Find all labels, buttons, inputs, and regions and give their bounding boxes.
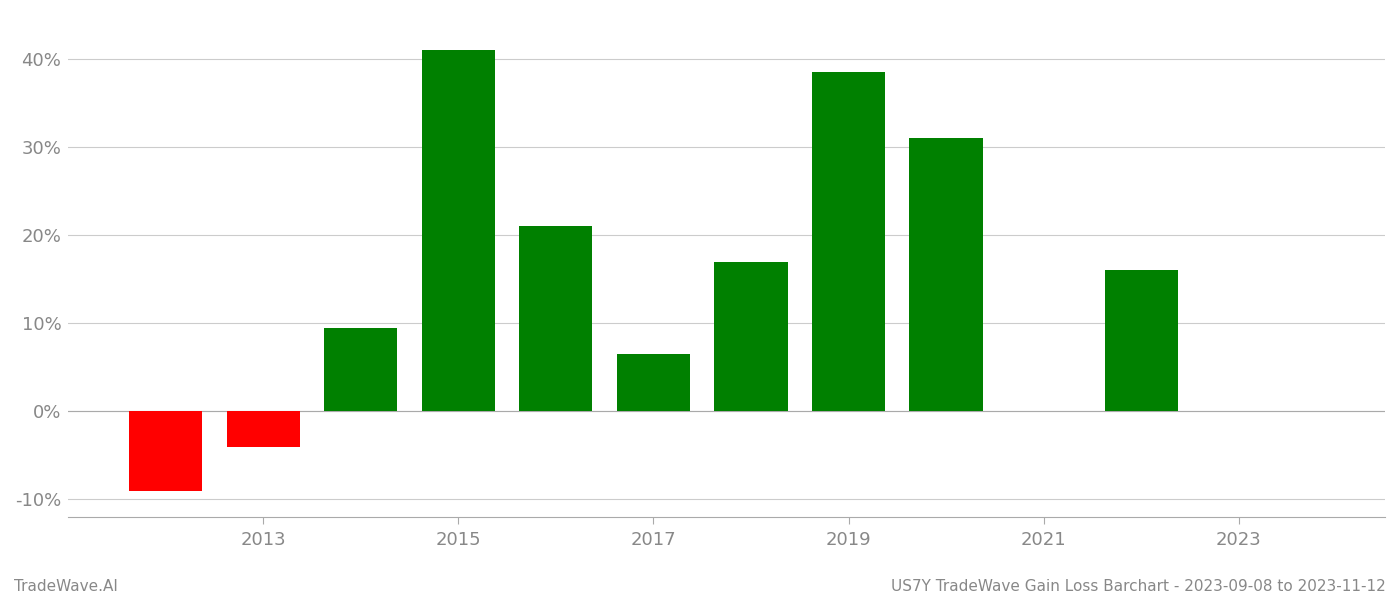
Bar	[910, 139, 983, 412]
Bar	[421, 50, 496, 412]
Bar	[227, 412, 300, 446]
Bar	[325, 328, 398, 412]
Bar	[812, 72, 885, 412]
Bar	[519, 226, 592, 412]
Text: US7Y TradeWave Gain Loss Barchart - 2023-09-08 to 2023-11-12: US7Y TradeWave Gain Loss Barchart - 2023…	[892, 579, 1386, 594]
Bar	[1105, 271, 1177, 412]
Bar	[617, 354, 690, 412]
Bar	[714, 262, 788, 412]
Text: TradeWave.AI: TradeWave.AI	[14, 579, 118, 594]
Bar	[129, 412, 203, 491]
